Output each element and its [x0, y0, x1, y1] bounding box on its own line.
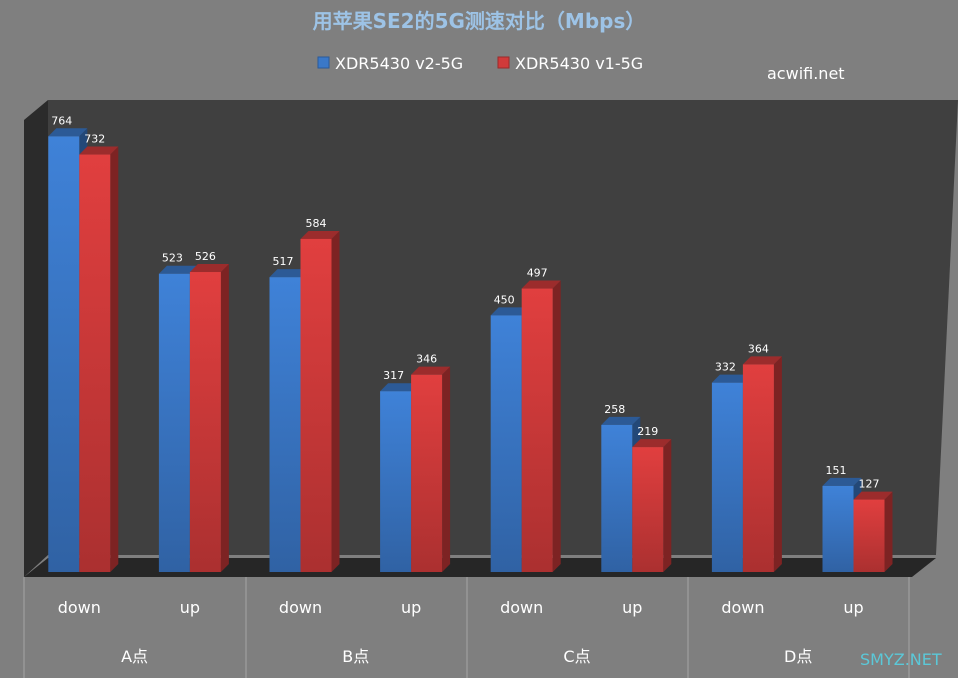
bar-s2-up-3	[411, 374, 443, 572]
data-label-s2-3: 346	[416, 353, 437, 366]
category-axis-lines	[23, 577, 910, 678]
group-label-2: C点	[563, 647, 590, 666]
legend-swatch-series1	[317, 56, 330, 69]
bar-top-s1-3	[380, 383, 420, 392]
bar-top-s2-2	[300, 230, 340, 239]
bar-top-s2-1	[189, 264, 229, 273]
bar-s2-up-1	[189, 272, 221, 572]
bar-side-s2-4	[552, 280, 561, 572]
bar-top-s2-0	[79, 146, 119, 155]
bar-s1-down-6	[711, 382, 743, 572]
bar-s2-down-0	[79, 154, 111, 572]
bar-s1-up-3	[380, 391, 412, 572]
bar-side-s2-3	[442, 366, 451, 572]
bar-s2-up-7	[853, 499, 885, 572]
data-label-s1-3: 317	[383, 369, 404, 382]
plot-floor	[24, 558, 936, 577]
category-label-3: up	[401, 598, 421, 617]
bar-s1-up-1	[158, 273, 190, 572]
data-label-s1-4: 450	[494, 293, 515, 306]
bar-s2-up-5	[632, 447, 664, 572]
bar-side-s2-6	[773, 356, 782, 572]
legend-label-series1: XDR5430 v2-5G	[335, 54, 463, 73]
data-label-s1-5: 258	[604, 403, 625, 416]
watermark-top-right: acwifi.net	[767, 64, 845, 83]
legend-swatch-series2	[497, 56, 510, 69]
data-label-s2-7: 127	[859, 478, 880, 491]
bar-s1-up-5	[601, 424, 633, 572]
data-label-s1-7: 151	[826, 464, 847, 477]
category-label-7: up	[843, 598, 863, 617]
legend-label-series2: XDR5430 v1-5G	[515, 54, 643, 73]
legend: XDR5430 v2-5G XDR5430 v1-5G	[317, 54, 643, 73]
plot-side-wall	[24, 100, 48, 577]
group-label-1: B点	[342, 647, 369, 666]
data-label-s2-5: 219	[637, 425, 658, 438]
category-label-5: up	[622, 598, 642, 617]
data-label-s2-2: 584	[306, 217, 327, 230]
bar-side-s2-1	[220, 264, 229, 572]
bar-top-s1-7	[822, 477, 862, 486]
bar-top-s1-2	[269, 269, 309, 278]
category-label-1: up	[180, 598, 200, 617]
watermark-bottom-right: SMYZ.NET	[860, 650, 942, 669]
bar-s1-down-0	[48, 136, 80, 572]
bar-top-s2-5	[632, 439, 672, 448]
category-label-0: down	[58, 598, 101, 617]
bar-top-s1-6	[711, 374, 751, 383]
data-label-s1-6: 332	[715, 361, 736, 374]
category-label-4: down	[500, 598, 543, 617]
data-label-s1-2: 517	[273, 255, 294, 268]
bar-s2-down-4	[521, 288, 553, 572]
group-label-0: A点	[121, 647, 148, 666]
data-label-s1-1: 523	[162, 252, 183, 265]
bar-s1-down-2	[269, 277, 301, 572]
data-label-s2-1: 526	[195, 250, 216, 263]
bar-top-s1-4	[490, 307, 530, 316]
bar-side-s2-7	[884, 491, 893, 572]
chart-title: 用苹果SE2的5G测速对比（Mbps）	[313, 9, 646, 33]
category-label-2: down	[279, 598, 322, 617]
data-label-s2-4: 497	[527, 267, 548, 280]
bar-s1-up-7	[822, 485, 854, 572]
category-label-6: down	[721, 598, 764, 617]
labels-layer: 764 732 down 523 526 up 517 584 down 317 346 up 450 4…	[51, 114, 879, 666]
bar-side-s2-5	[663, 439, 672, 572]
bar-top-s1-5	[601, 416, 641, 425]
bar-side-s2-0	[110, 146, 119, 572]
bar-top-s1-0	[48, 128, 88, 137]
bar-top-s2-7	[853, 491, 893, 500]
data-label-s1-0: 764	[51, 114, 72, 127]
bars-layer	[48, 128, 893, 572]
data-label-s2-6: 364	[748, 342, 769, 355]
bar-s1-down-4	[490, 315, 522, 572]
bar-s2-down-6	[742, 364, 774, 572]
group-label-3: D点	[784, 647, 812, 666]
bar-top-s2-6	[742, 356, 782, 365]
bar-top-s1-1	[158, 265, 198, 274]
bar-top-s2-4	[521, 280, 561, 289]
bar-s2-down-2	[300, 238, 332, 572]
bar-top-s2-3	[411, 366, 451, 375]
data-label-s2-0: 732	[84, 133, 105, 146]
bar-side-s2-2	[331, 230, 340, 572]
